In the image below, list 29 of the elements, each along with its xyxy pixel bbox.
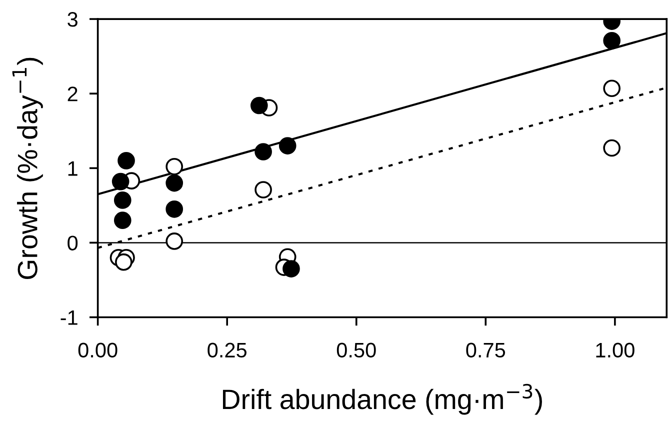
y-axis-title: Growth (%·day$^{−1}$) [12, 58, 43, 279]
point [112, 172, 130, 190]
y-tick-label: 1 [68, 161, 78, 176]
point [278, 137, 296, 154]
y-tick-label: -1 [60, 310, 78, 325]
point [603, 32, 621, 50]
point [250, 96, 268, 114]
point [166, 232, 184, 250]
x-tick-label: 0.75 [466, 342, 506, 358]
point [166, 158, 184, 176]
point [114, 192, 132, 209]
y-tick-label: 3 [68, 12, 78, 27]
point [166, 174, 184, 192]
point [282, 260, 300, 278]
y-tick-label: 0 [68, 236, 78, 250]
y-tick-label: 2 [68, 86, 78, 102]
point [118, 152, 135, 170]
point [115, 253, 132, 271]
point [114, 212, 132, 229]
point [603, 80, 621, 98]
x-tick-label: 0.50 [336, 342, 376, 358]
x-axis-title: Drift abundance (mg·m$^{−3}$) [222, 384, 542, 415]
point [603, 139, 621, 157]
x-tick-label: 0.25 [208, 342, 246, 358]
point [254, 181, 272, 198]
x-tick-label: 1.00 [596, 342, 634, 358]
x-tick-label: 0.00 [78, 342, 118, 358]
point [166, 200, 184, 218]
point [254, 143, 272, 160]
